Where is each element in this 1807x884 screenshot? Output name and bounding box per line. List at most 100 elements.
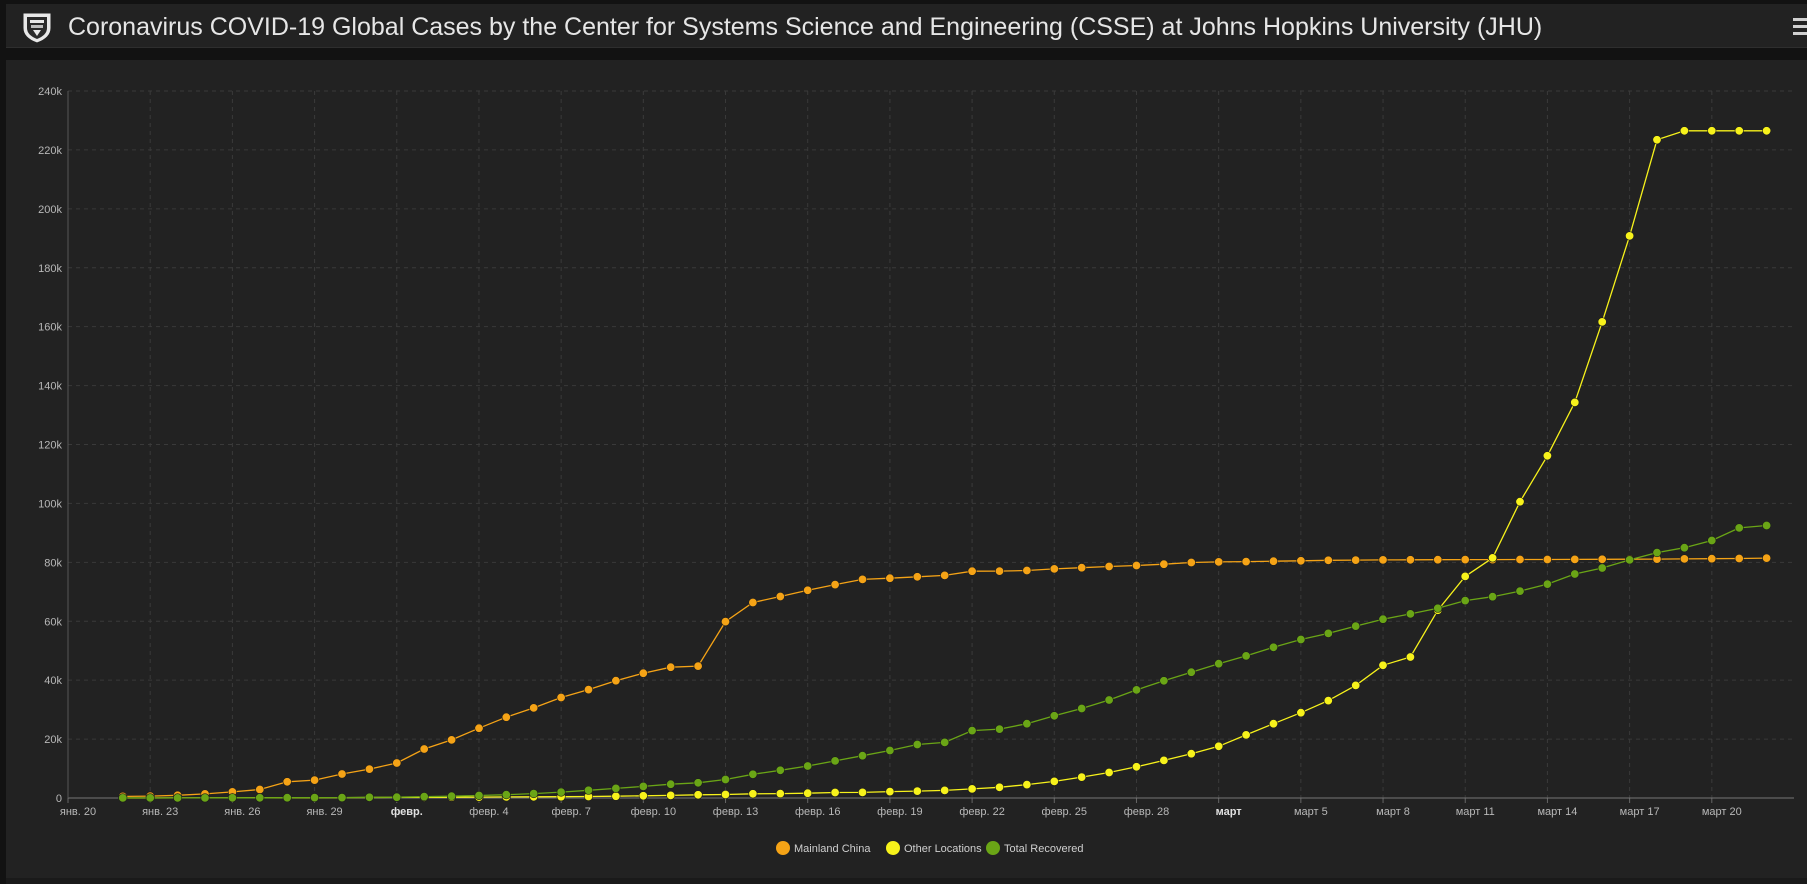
data-point-other-locations[interactable] (803, 788, 813, 798)
data-point-other-locations[interactable] (1597, 317, 1607, 327)
data-point-other-locations[interactable] (1351, 680, 1361, 690)
data-point-other-locations[interactable] (1515, 497, 1525, 507)
data-point-total-recovered[interactable] (638, 781, 648, 791)
data-point-total-recovered[interactable] (666, 779, 676, 789)
data-point-mainland-china[interactable] (501, 712, 511, 722)
data-point-other-locations[interactable] (1077, 772, 1087, 782)
data-point-mainland-china[interactable] (1104, 561, 1114, 571)
data-point-total-recovered[interactable] (1488, 592, 1498, 602)
data-point-other-locations[interactable] (912, 786, 922, 796)
data-point-mainland-china[interactable] (693, 661, 703, 671)
data-point-mainland-china[interactable] (1597, 554, 1607, 564)
data-point-other-locations[interactable] (1570, 397, 1580, 407)
data-point-total-recovered[interactable] (1405, 609, 1415, 619)
data-point-other-locations[interactable] (1159, 755, 1169, 765)
data-point-total-recovered[interactable] (1132, 685, 1142, 695)
data-point-mainland-china[interactable] (1159, 559, 1169, 569)
data-point-other-locations[interactable] (885, 787, 895, 797)
data-point-mainland-china[interactable] (1269, 556, 1279, 566)
data-point-other-locations[interactable] (1186, 749, 1196, 759)
data-point-other-locations[interactable] (775, 789, 785, 799)
data-point-other-locations[interactable] (1625, 231, 1635, 241)
data-point-mainland-china[interactable] (556, 692, 566, 702)
data-point-total-recovered[interactable] (1625, 555, 1635, 565)
data-point-other-locations[interactable] (1049, 776, 1059, 786)
data-point-other-locations[interactable] (1022, 780, 1032, 790)
data-point-mainland-china[interactable] (1214, 557, 1224, 567)
data-point-mainland-china[interactable] (1351, 555, 1361, 565)
data-point-mainland-china[interactable] (1022, 565, 1032, 575)
data-point-total-recovered[interactable] (227, 793, 237, 803)
data-point-mainland-china[interactable] (912, 572, 922, 582)
data-point-mainland-china[interactable] (1679, 554, 1689, 564)
data-point-total-recovered[interactable] (1323, 628, 1333, 638)
data-point-other-locations[interactable] (1488, 553, 1498, 563)
data-point-total-recovered[interactable] (501, 790, 511, 800)
data-point-mainland-china[interactable] (392, 758, 402, 768)
data-point-other-locations[interactable] (967, 784, 977, 794)
data-point-total-recovered[interactable] (720, 774, 730, 784)
data-point-total-recovered[interactable] (118, 793, 128, 803)
data-point-other-locations[interactable] (693, 790, 703, 800)
data-point-mainland-china[interactable] (1762, 553, 1772, 563)
data-point-total-recovered[interactable] (145, 793, 155, 803)
data-point-other-locations[interactable] (1378, 660, 1388, 670)
data-point-mainland-china[interactable] (720, 617, 730, 627)
data-point-mainland-china[interactable] (1515, 554, 1525, 564)
data-point-other-locations[interactable] (1214, 741, 1224, 751)
data-point-other-locations[interactable] (1104, 767, 1114, 777)
data-point-total-recovered[interactable] (173, 793, 183, 803)
data-point-total-recovered[interactable] (1460, 596, 1470, 606)
data-point-mainland-china[interactable] (940, 570, 950, 580)
data-point-total-recovered[interactable] (447, 791, 457, 801)
data-point-total-recovered[interactable] (1762, 520, 1772, 530)
data-point-total-recovered[interactable] (1077, 703, 1087, 713)
data-point-other-locations[interactable] (1679, 126, 1689, 136)
data-point-other-locations[interactable] (830, 787, 840, 797)
data-point-mainland-china[interactable] (1241, 557, 1251, 567)
data-point-other-locations[interactable] (1132, 762, 1142, 772)
data-point-other-locations[interactable] (1323, 696, 1333, 706)
data-point-total-recovered[interactable] (1214, 659, 1224, 669)
data-point-total-recovered[interactable] (1679, 543, 1689, 553)
menu-icon[interactable] (1793, 14, 1807, 40)
data-point-total-recovered[interactable] (1351, 621, 1361, 631)
data-point-other-locations[interactable] (1460, 571, 1470, 581)
data-point-other-locations[interactable] (1296, 708, 1306, 718)
data-point-total-recovered[interactable] (1241, 651, 1251, 661)
data-point-mainland-china[interactable] (1570, 554, 1580, 564)
data-point-mainland-china[interactable] (1323, 555, 1333, 565)
data-point-total-recovered[interactable] (1378, 614, 1388, 624)
data-point-mainland-china[interactable] (1542, 554, 1552, 564)
data-point-total-recovered[interactable] (912, 739, 922, 749)
data-point-total-recovered[interactable] (282, 793, 292, 803)
data-point-mainland-china[interactable] (775, 591, 785, 601)
data-point-total-recovered[interactable] (474, 790, 484, 800)
data-point-total-recovered[interactable] (830, 756, 840, 766)
data-point-total-recovered[interactable] (1734, 523, 1744, 533)
legend[interactable]: Mainland China Other Locations Total Recov… (776, 841, 1084, 855)
data-point-total-recovered[interactable] (994, 724, 1004, 734)
data-point-total-recovered[interactable] (1104, 695, 1114, 705)
data-point-other-locations[interactable] (748, 789, 758, 799)
data-point-other-locations[interactable] (1269, 719, 1279, 729)
legend-item-mainland-china[interactable]: Mainland China (776, 841, 871, 855)
legend-item-other-locations[interactable]: Other Locations (886, 841, 982, 855)
data-point-total-recovered[interactable] (1049, 711, 1059, 721)
data-point-mainland-china[interactable] (1077, 563, 1087, 573)
data-point-mainland-china[interactable] (803, 585, 813, 595)
data-point-total-recovered[interactable] (1159, 676, 1169, 686)
data-point-total-recovered[interactable] (1542, 579, 1552, 589)
data-point-total-recovered[interactable] (775, 765, 785, 775)
data-point-mainland-china[interactable] (1049, 564, 1059, 574)
data-point-total-recovered[interactable] (693, 778, 703, 788)
data-point-mainland-china[interactable] (255, 784, 265, 794)
data-point-total-recovered[interactable] (611, 783, 621, 793)
data-point-other-locations[interactable] (1734, 126, 1744, 136)
data-point-total-recovered[interactable] (364, 792, 374, 802)
data-point-total-recovered[interactable] (529, 789, 539, 799)
data-point-total-recovered[interactable] (1269, 642, 1279, 652)
data-point-other-locations[interactable] (994, 782, 1004, 792)
data-point-mainland-china[interactable] (1707, 554, 1717, 564)
data-point-other-locations[interactable] (1707, 126, 1717, 136)
